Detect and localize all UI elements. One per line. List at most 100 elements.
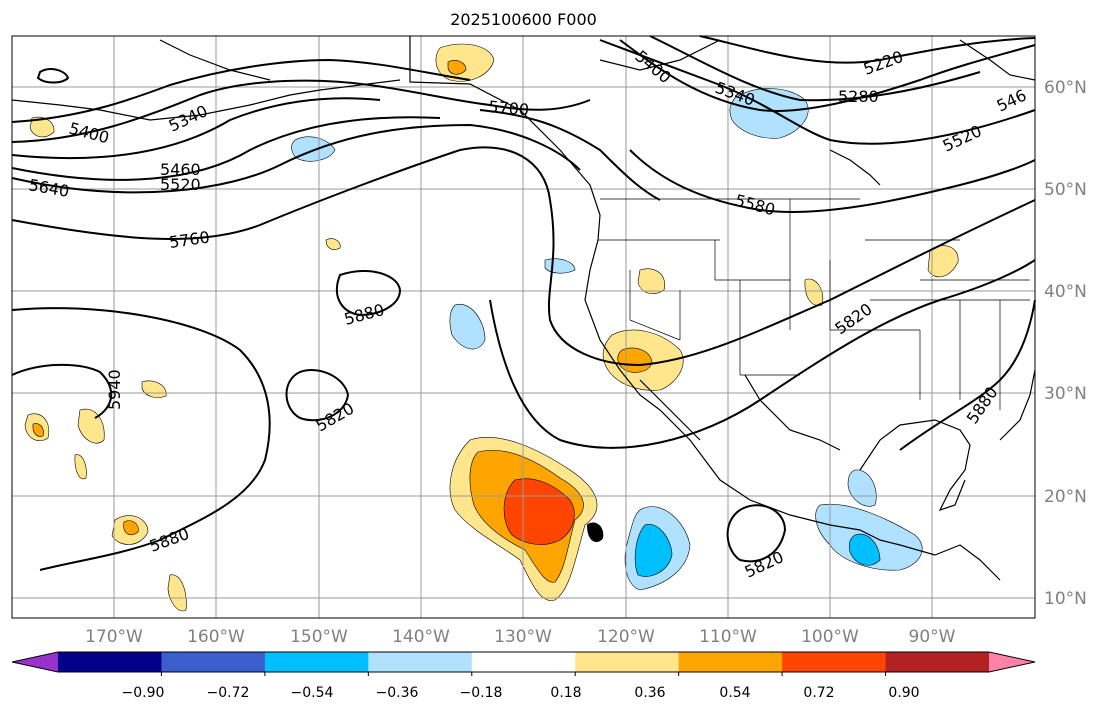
colorbar-tick-labels: −0.90 −0.72 −0.54 −0.36 −0.18 0.18 0.36 … xyxy=(122,685,920,701)
contour-label: 5520 xyxy=(160,175,201,194)
baja-peninsula xyxy=(639,379,701,441)
colorbar-outline xyxy=(11,651,1036,673)
canada-coast xyxy=(599,39,721,71)
alaska-interior-coast xyxy=(159,39,271,81)
contour-low-cell xyxy=(586,522,604,543)
contour-5520 xyxy=(11,116,441,181)
lon-label: 100°W xyxy=(801,627,859,647)
colorbar-tick-label: 0.90 xyxy=(888,685,919,701)
baja-gulf-coast xyxy=(744,374,841,451)
lon-label: 160°W xyxy=(187,627,245,647)
warm-patch-5 xyxy=(637,268,666,294)
lat-label: 40°N xyxy=(1044,282,1087,302)
colorbar-tick-label: 0.54 xyxy=(719,685,750,701)
cool-anomaly-gulf xyxy=(847,469,877,507)
colorbar-tick-label: −0.90 xyxy=(122,685,165,701)
political-borders xyxy=(598,198,1030,410)
lon-label: 90°W xyxy=(909,627,956,647)
contour-5880-west xyxy=(11,307,271,571)
warm-patch-10 xyxy=(325,238,341,250)
map-title: 2025100600 F000 xyxy=(450,10,597,29)
contour-5820-closed xyxy=(285,369,350,422)
colorbar-tick-label: 0.18 xyxy=(550,685,581,701)
contour-5520-east xyxy=(599,39,1036,145)
contour-label: 5280 xyxy=(838,87,879,106)
colorbar-tick-label: −0.72 xyxy=(207,685,250,701)
lat-label: 20°N xyxy=(1044,487,1087,507)
arctic-coast xyxy=(959,39,1036,81)
contour-5760 xyxy=(11,146,1036,367)
contour-5280 xyxy=(649,35,981,102)
colorbar-extend-min xyxy=(12,652,58,672)
colorbar-segment xyxy=(678,652,783,672)
cool-anomaly-pacific-core xyxy=(634,523,673,577)
contour-5640 xyxy=(11,123,581,194)
height-contours xyxy=(11,35,1036,571)
contour-label: 5460 xyxy=(160,160,201,179)
warm-anomaly-alaska-core xyxy=(447,60,467,75)
warm-patch-11 xyxy=(74,454,87,480)
lat-label: 30°N xyxy=(1044,384,1087,404)
cool-anomaly-mexico-core xyxy=(848,533,881,566)
contour-5340-east xyxy=(619,39,1036,112)
longitude-labels: 170°W 160°W 150°W 140°W 130°W 120°W 110°… xyxy=(85,627,956,647)
coastlines xyxy=(11,36,1036,581)
colorbar-segment xyxy=(471,652,576,672)
lat-label: 10°N xyxy=(1044,589,1087,609)
contour-5820-low xyxy=(726,504,787,563)
central-america-coast xyxy=(934,544,1001,581)
contour-5940 xyxy=(11,363,113,419)
lon-label: 170°W xyxy=(85,627,143,647)
colorbar-tick-label: 0.36 xyxy=(634,685,665,701)
colorbar-segment xyxy=(885,652,990,672)
colorbar-segment xyxy=(575,652,680,672)
gulf-coast xyxy=(859,419,971,512)
colorbar-tick-label: −0.54 xyxy=(291,685,334,701)
colorbar-segment xyxy=(161,652,266,672)
warm-patch-1-core xyxy=(123,520,139,535)
contour-5400-west xyxy=(11,79,591,143)
contour-5880-closed xyxy=(335,270,402,317)
warm-patch-6 xyxy=(804,278,824,306)
colorbar-tick-label: −0.36 xyxy=(376,685,419,701)
colorbar-segment xyxy=(782,652,887,672)
warm-patch-8 xyxy=(29,116,55,138)
shaded-anomalies xyxy=(24,43,959,612)
colorbar-tick-label: 0.72 xyxy=(803,685,834,701)
contour-5880-east xyxy=(899,299,1036,451)
alaska-south-coast xyxy=(11,79,401,121)
contour-small-alaska xyxy=(36,68,70,84)
lon-label: 120°W xyxy=(597,627,655,647)
colorbar-segment xyxy=(264,652,369,672)
colorbar xyxy=(11,651,1036,676)
contour-5700 xyxy=(479,109,661,201)
contour-5460 xyxy=(11,97,381,160)
lon-label: 130°W xyxy=(494,627,552,647)
contour-5220 xyxy=(699,35,1036,64)
colorbar-tick-label: −0.18 xyxy=(460,685,503,701)
map-frame xyxy=(11,35,1036,619)
warm-patch-9 xyxy=(167,574,187,612)
contour-5340 xyxy=(11,58,471,123)
warm-patch-7 xyxy=(927,245,959,278)
lon-label: 150°W xyxy=(290,627,348,647)
contour-5580 xyxy=(629,149,1036,213)
contour-label: 5940 xyxy=(105,369,124,410)
latitude-labels: 60°N 50°N 40°N 30°N 20°N 10°N xyxy=(1044,78,1087,609)
hudson-coast xyxy=(829,149,881,186)
lon-label: 140°W xyxy=(392,627,450,647)
cool-anomaly-canada xyxy=(729,88,809,139)
colorbar-segment xyxy=(368,652,473,672)
lon-label: 110°W xyxy=(699,627,757,647)
graticule xyxy=(12,36,1035,618)
colorbar-extend-max xyxy=(989,652,1035,672)
atlantic-coast xyxy=(999,369,1036,441)
warm-patch-2-core xyxy=(32,423,44,437)
contour-5820 xyxy=(489,259,1036,449)
pacific-coast xyxy=(409,36,936,556)
warm-anomaly-core xyxy=(503,478,575,545)
cool-anomaly-offshore xyxy=(449,303,486,350)
contour-label: 5700 xyxy=(488,97,530,119)
lat-label: 50°N xyxy=(1044,180,1087,200)
